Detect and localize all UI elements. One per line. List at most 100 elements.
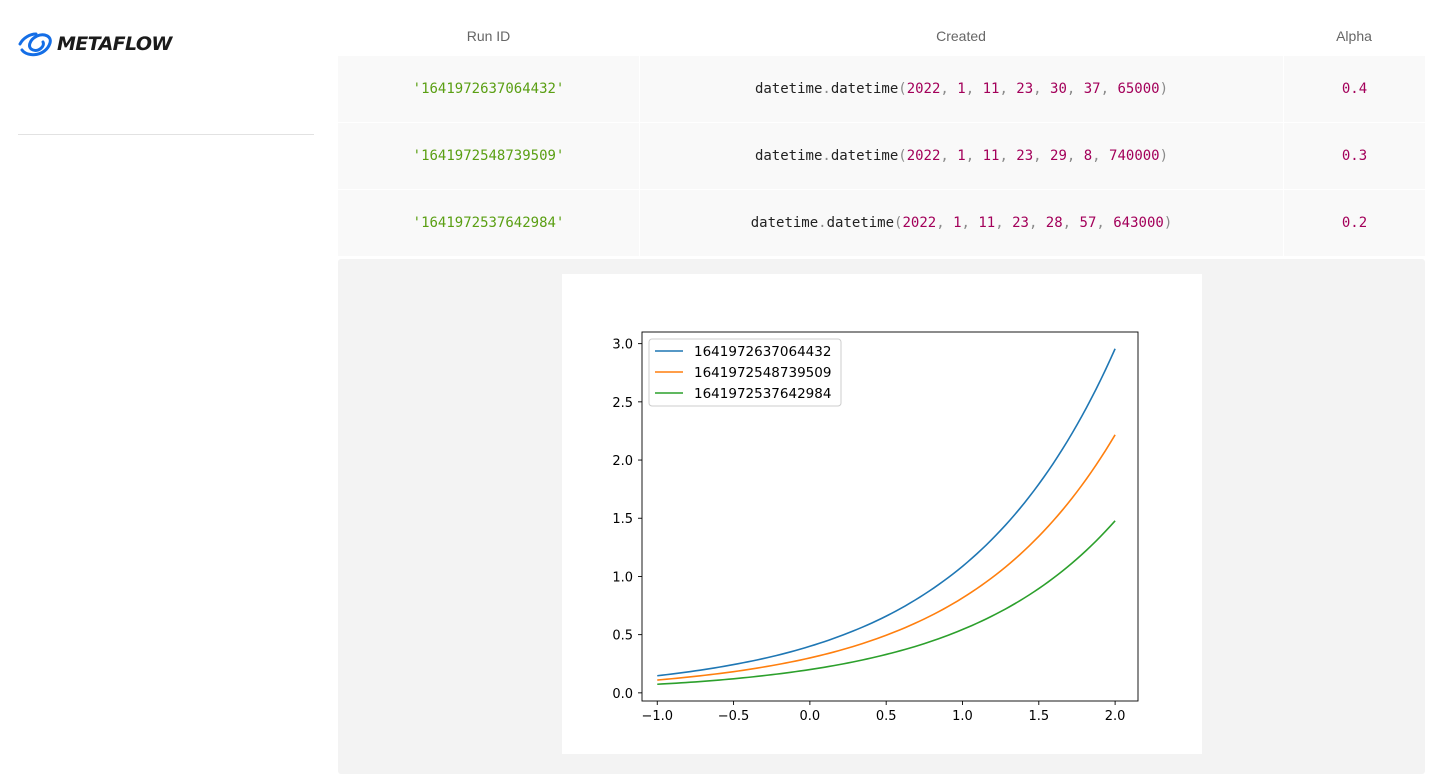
punct-close-paren: ) xyxy=(1163,215,1173,231)
created-function: datetime xyxy=(830,148,899,164)
created-arg: 65000 xyxy=(1117,81,1160,97)
series-line-2 xyxy=(657,434,1116,681)
column-header-run-id: Run ID xyxy=(466,28,511,44)
created-arg: 643000 xyxy=(1113,215,1164,231)
table-row: '1641972537642984' datetime.datetime(2022… xyxy=(338,190,1425,256)
table-row: '1641972637064432' datetime.datetime(2022… xyxy=(338,56,1425,122)
created-arg: 8 xyxy=(1083,148,1093,164)
punct-comma: , xyxy=(1062,215,1080,231)
punct-close-paren: ) xyxy=(1159,148,1169,164)
table-header: Run ID Created Alpha xyxy=(338,28,1425,48)
created-arg: 23 xyxy=(1012,215,1029,231)
punct-dot: . xyxy=(822,148,831,164)
punct-comma: , xyxy=(940,148,958,164)
created-function: datetime xyxy=(826,215,895,231)
x-tick-label: 0.0 xyxy=(800,709,821,724)
legend-entry: 1641972548739509 xyxy=(694,365,831,381)
created-module: datetime xyxy=(754,81,823,97)
chart-panel: −1.0 −0.5 0.0 0.5 1.0 1.5 2.0 0.0 0.5 1.0 1.5 2.0 2.… xyxy=(338,259,1425,774)
punct-comma: , xyxy=(1066,148,1084,164)
punct-comma: , xyxy=(965,81,983,97)
column-separator xyxy=(1283,56,1284,122)
cell-alpha: 0.4 xyxy=(1284,56,1425,122)
plot-frame xyxy=(641,331,1139,702)
created-arg: 2022 xyxy=(902,215,937,231)
y-tick-label: 2.5 xyxy=(612,396,633,411)
created-arg: 2022 xyxy=(906,148,941,164)
created-arg: 1 xyxy=(957,81,966,97)
cell-created: datetime.datetime(2022, 1, 11, 23, 28, 5… xyxy=(640,190,1283,256)
punct-comma: , xyxy=(999,81,1017,97)
cell-created: datetime.datetime(2022, 1, 11, 23, 29, 8… xyxy=(640,123,1283,189)
cell-run-id: '1641972537642984' xyxy=(412,215,565,231)
cell-alpha: 0.2 xyxy=(1284,190,1425,256)
punct-dot: . xyxy=(818,215,827,231)
punct-comma: , xyxy=(1092,148,1110,164)
x-tick-label: 0.5 xyxy=(876,709,897,724)
column-separator xyxy=(639,190,640,256)
y-tick-label: 0.5 xyxy=(612,629,633,644)
legend-entry: 1641972637064432 xyxy=(694,344,831,360)
column-separator xyxy=(1283,190,1284,256)
column-header-alpha: Alpha xyxy=(1336,28,1372,44)
punct-comma: , xyxy=(1066,81,1084,97)
legend-entry: 1641972537642984 xyxy=(694,386,831,402)
metaflow-logo-text: METAFLOW xyxy=(57,33,172,55)
punct-comma: , xyxy=(965,148,983,164)
punct-comma: , xyxy=(1033,81,1051,97)
punct-comma: , xyxy=(961,215,979,231)
created-arg: 23 xyxy=(1016,148,1034,164)
created-arg: 2022 xyxy=(906,81,941,97)
created-arg: 23 xyxy=(1016,81,1034,97)
created-arg: 11 xyxy=(978,215,996,231)
created-arg: 1 xyxy=(957,148,966,164)
created-arg: 740000 xyxy=(1109,148,1160,164)
punct-comma: , xyxy=(940,81,958,97)
y-tick-label: 1.5 xyxy=(612,512,633,527)
punct-comma: , xyxy=(936,215,954,231)
created-arg: 37 xyxy=(1083,81,1101,97)
punct-open-paren: ( xyxy=(898,81,907,97)
table-row: '1641972548739509' datetime.datetime(2022… xyxy=(338,123,1425,189)
column-separator xyxy=(639,123,640,189)
created-module: datetime xyxy=(750,215,819,231)
created-arg: 57 xyxy=(1079,215,1097,231)
created-arg: 1 xyxy=(953,215,962,231)
y-tick-label: 0.0 xyxy=(612,687,633,702)
x-tick-label: 1.0 xyxy=(952,709,973,724)
y-tick-label: 1.0 xyxy=(612,570,633,585)
x-tick-label: 1.5 xyxy=(1028,709,1049,724)
y-tick-label: 3.0 xyxy=(612,338,633,353)
series-line-3 xyxy=(657,520,1116,686)
punct-dot: . xyxy=(822,81,831,97)
punct-comma: , xyxy=(1028,215,1046,231)
created-arg: 29 xyxy=(1050,148,1067,164)
column-separator xyxy=(1283,123,1284,189)
punct-close-paren: ) xyxy=(1159,81,1169,97)
punct-comma: , xyxy=(995,215,1013,231)
line-chart: −1.0 −0.5 0.0 0.5 1.0 1.5 2.0 0.0 0.5 1.0 1.5 2.0 2.… xyxy=(612,331,1139,724)
created-arg: 30 xyxy=(1050,81,1067,97)
cell-run-id: '1641972548739509' xyxy=(412,148,565,164)
punct-comma: , xyxy=(1096,215,1114,231)
y-tick-label: 2.0 xyxy=(612,454,633,469)
x-tick-label: 2.0 xyxy=(1105,709,1126,724)
created-arg: 28 xyxy=(1045,215,1063,231)
metaflow-logo[interactable]: METAFLOW xyxy=(18,31,172,57)
punct-open-paren: ( xyxy=(894,215,903,231)
metaflow-logo-icon xyxy=(18,32,52,57)
created-arg: 11 xyxy=(982,148,1000,164)
punct-comma: , xyxy=(1033,148,1051,164)
sidebar-divider xyxy=(18,134,314,135)
created-module: datetime xyxy=(754,148,823,164)
created-arg: 11 xyxy=(982,81,1000,97)
cell-created: datetime.datetime(2022, 1, 11, 23, 30, 3… xyxy=(640,56,1283,122)
legend-box xyxy=(648,338,842,407)
chart-canvas: −1.0 −0.5 0.0 0.5 1.0 1.5 2.0 0.0 0.5 1.0 1.5 2.0 2.… xyxy=(562,274,1202,754)
punct-comma: , xyxy=(999,148,1017,164)
punct-comma: , xyxy=(1100,81,1118,97)
x-tick-label: −1.0 xyxy=(641,709,673,724)
series-line-1 xyxy=(657,348,1116,677)
created-function: datetime xyxy=(830,81,899,97)
x-tick-label: −0.5 xyxy=(718,709,750,724)
